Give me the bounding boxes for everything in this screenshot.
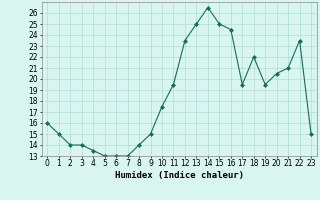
X-axis label: Humidex (Indice chaleur): Humidex (Indice chaleur) — [115, 171, 244, 180]
